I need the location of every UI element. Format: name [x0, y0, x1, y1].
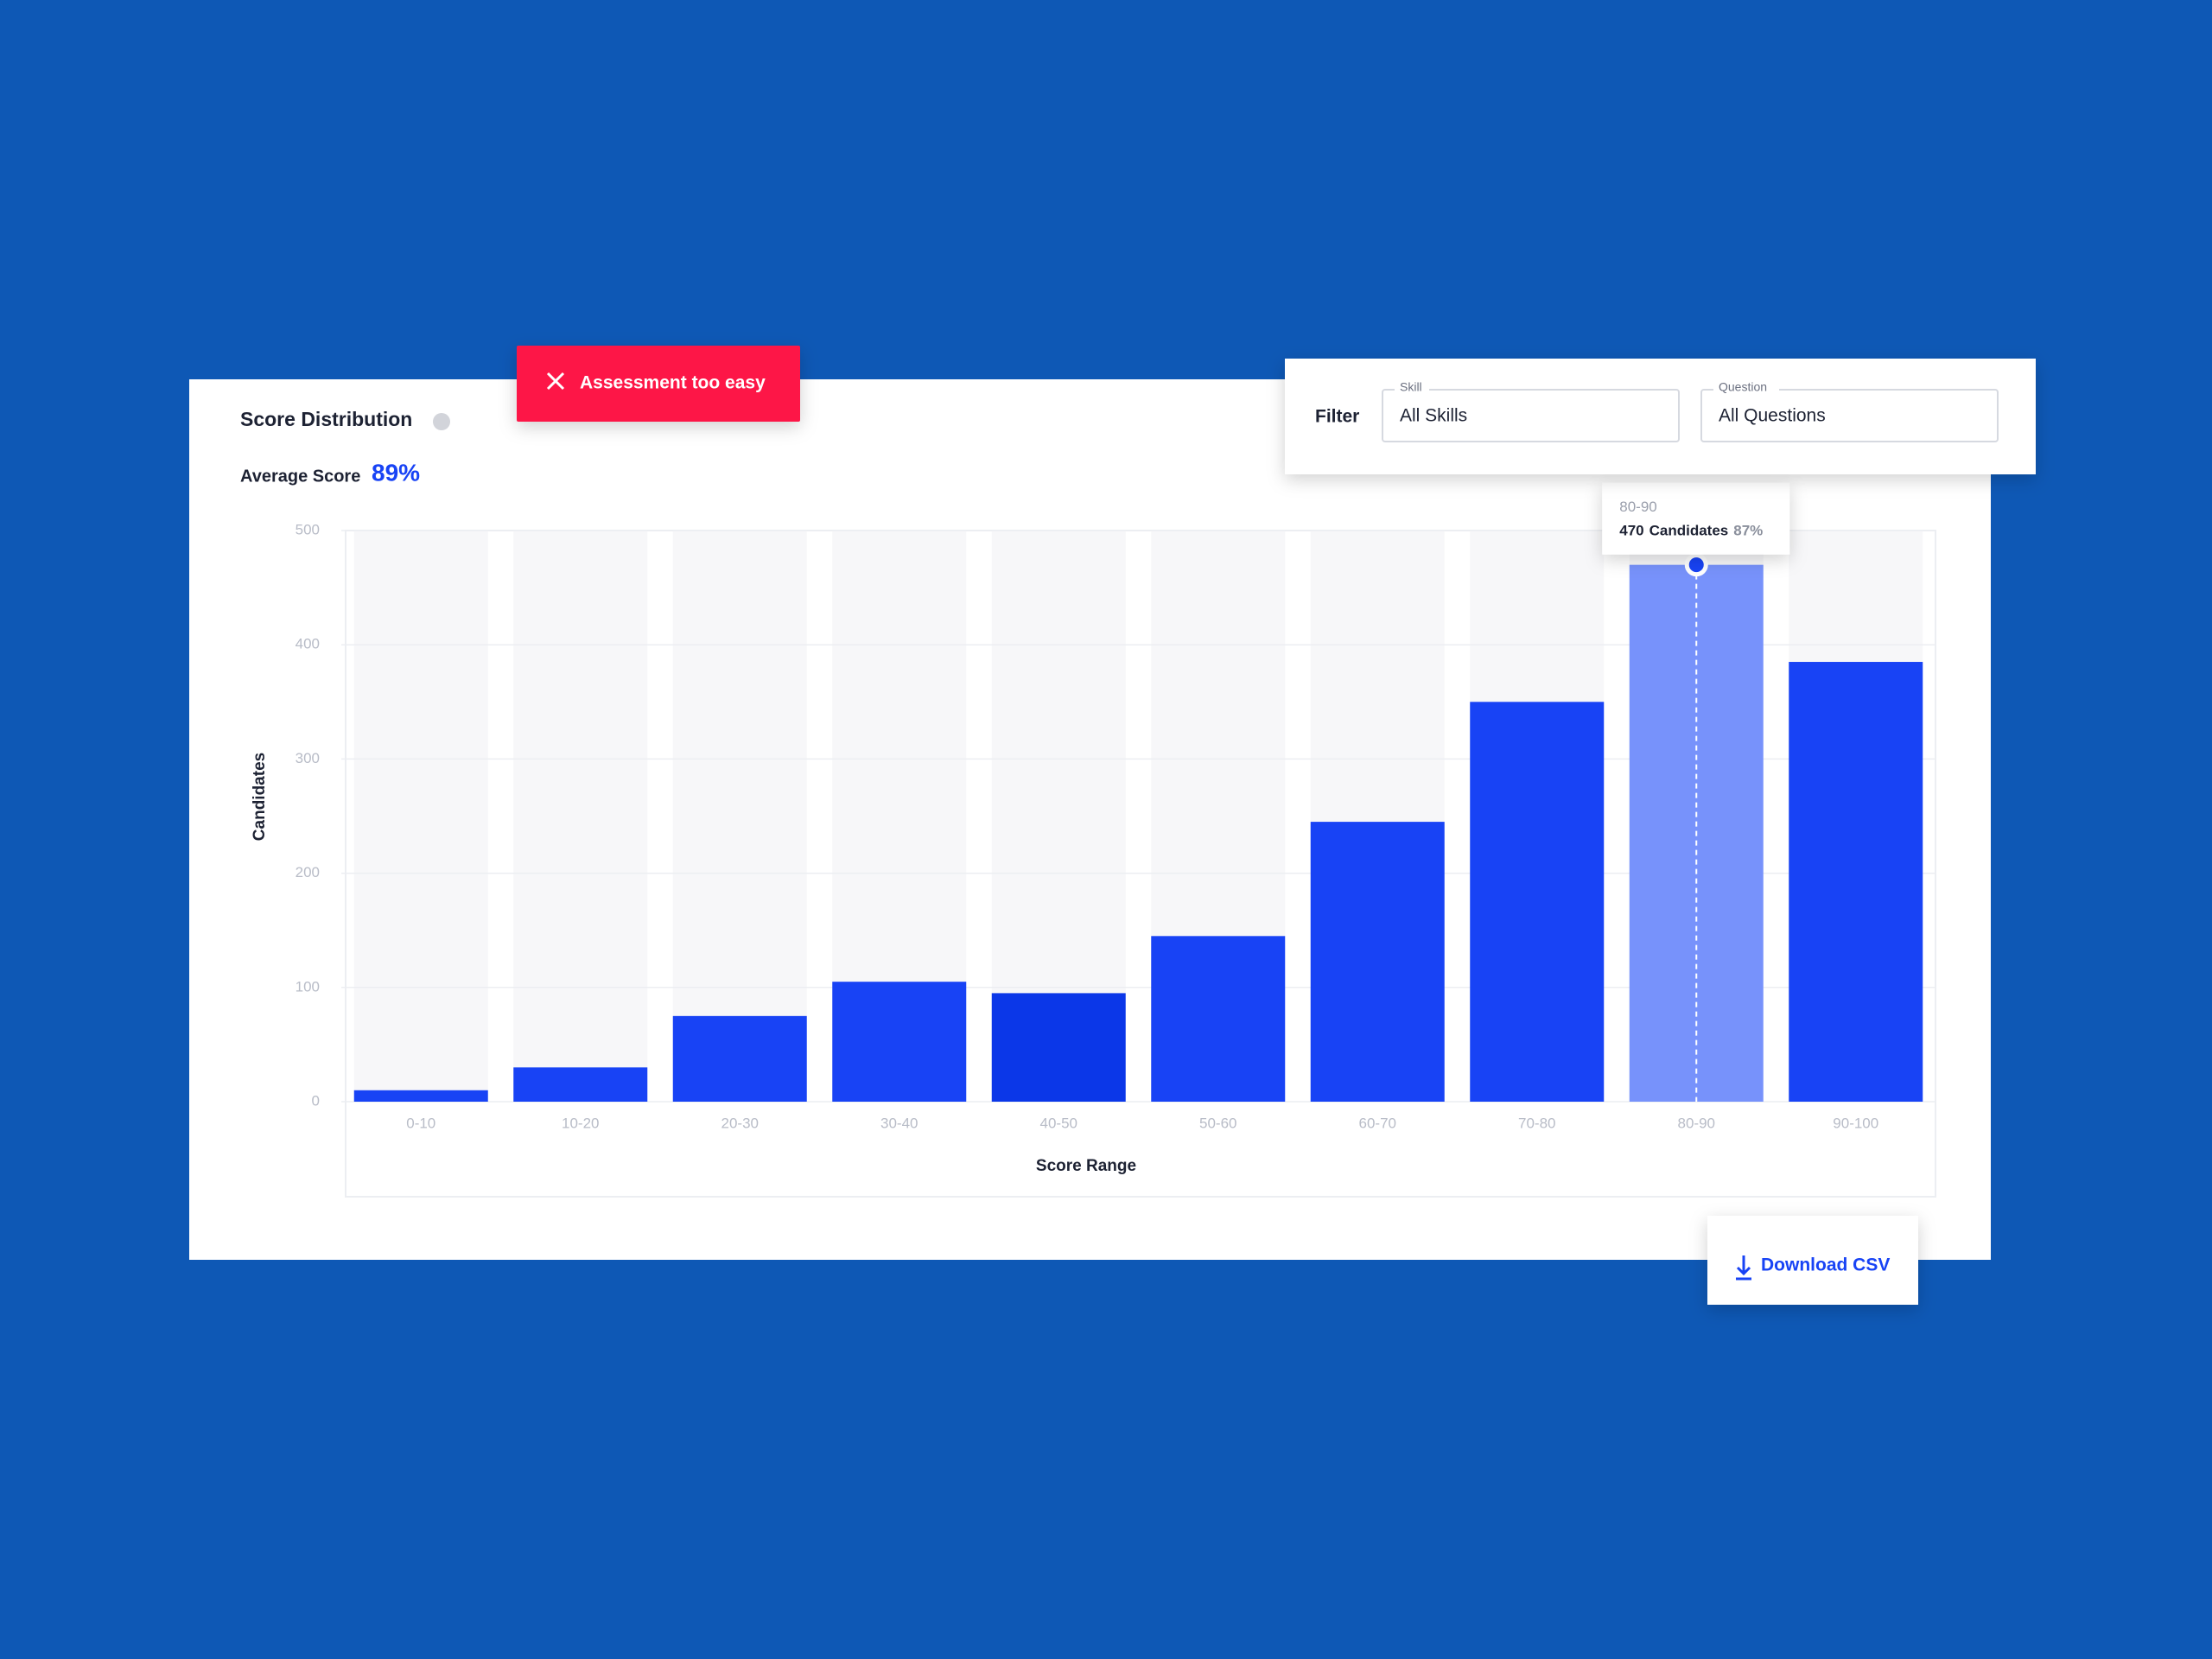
download-icon	[1736, 1266, 1751, 1276]
tooltip-label: Candidates	[1649, 523, 1729, 539]
card-title: Score Distribution	[240, 408, 412, 430]
y-tick-label: 200	[296, 864, 320, 880]
tooltip-title: 80-90	[1619, 499, 1656, 515]
question-value: All Questions	[1719, 406, 1826, 426]
y-tick-label: 500	[296, 521, 320, 537]
x-tick-label: 40-50	[1040, 1115, 1077, 1131]
y-axis-title: Candidates	[251, 753, 269, 841]
column-band	[513, 531, 648, 1102]
tooltip-box	[1602, 482, 1790, 555]
bar	[1789, 662, 1923, 1102]
x-tick-label: 60-70	[1359, 1115, 1396, 1131]
skill-select[interactable]	[1382, 389, 1680, 442]
filter-label: Filter	[1315, 407, 1359, 427]
bar	[832, 982, 967, 1102]
chart: 0 100 200 300 400 500 Candidates Score Range 0-1…	[251, 482, 1936, 1198]
x-axis-title: Score Range	[1036, 1157, 1136, 1175]
bar	[1470, 702, 1605, 1102]
bar	[991, 993, 1126, 1102]
tooltip-line: 470 Candidates 87%	[1619, 523, 1763, 539]
x-tick-label: 50-60	[1199, 1115, 1236, 1131]
x-tick-label: 70-80	[1518, 1115, 1555, 1131]
badge-label: Assessment too easy	[580, 373, 766, 393]
bar	[1310, 822, 1445, 1102]
skill-value: All Skills	[1400, 406, 1467, 426]
average-label: Average Score	[240, 467, 360, 486]
y-tick-label: 300	[296, 750, 320, 766]
bar	[353, 1090, 488, 1102]
column-band	[672, 531, 807, 1102]
skill-label: Skill	[1400, 380, 1422, 394]
average-value: 89%	[372, 459, 420, 486]
x-tick-label: 0-10	[406, 1115, 435, 1131]
label-gap	[1395, 381, 1429, 397]
question-select[interactable]	[1700, 389, 1999, 442]
x-tick-label: 30-40	[880, 1115, 918, 1131]
download-label: Download CSV	[1761, 1255, 1890, 1275]
x-tick-label: 90-100	[1833, 1115, 1878, 1131]
tooltip-share: 87%	[1733, 523, 1763, 539]
x-tick-label: 10-20	[562, 1115, 599, 1131]
badge[interactable]	[517, 346, 800, 422]
badge-box[interactable]	[517, 346, 800, 422]
question-label: Question	[1719, 380, 1767, 394]
x-tick-label: 80-90	[1678, 1115, 1715, 1131]
column-band	[353, 531, 488, 1102]
y-tick-label: 100	[296, 978, 320, 995]
close-icon[interactable]	[546, 372, 565, 391]
help-icon[interactable]	[433, 413, 450, 430]
y-tick-label: 0	[312, 1092, 320, 1109]
tooltip-value: 470	[1619, 523, 1643, 539]
y-tick-label: 400	[296, 636, 320, 652]
bar	[513, 1067, 648, 1102]
bar	[1151, 936, 1286, 1102]
x-tick-label: 20-30	[721, 1115, 759, 1131]
bar	[672, 1015, 807, 1102]
tooltip-dot	[1684, 553, 1708, 577]
label-gap	[1713, 381, 1779, 397]
